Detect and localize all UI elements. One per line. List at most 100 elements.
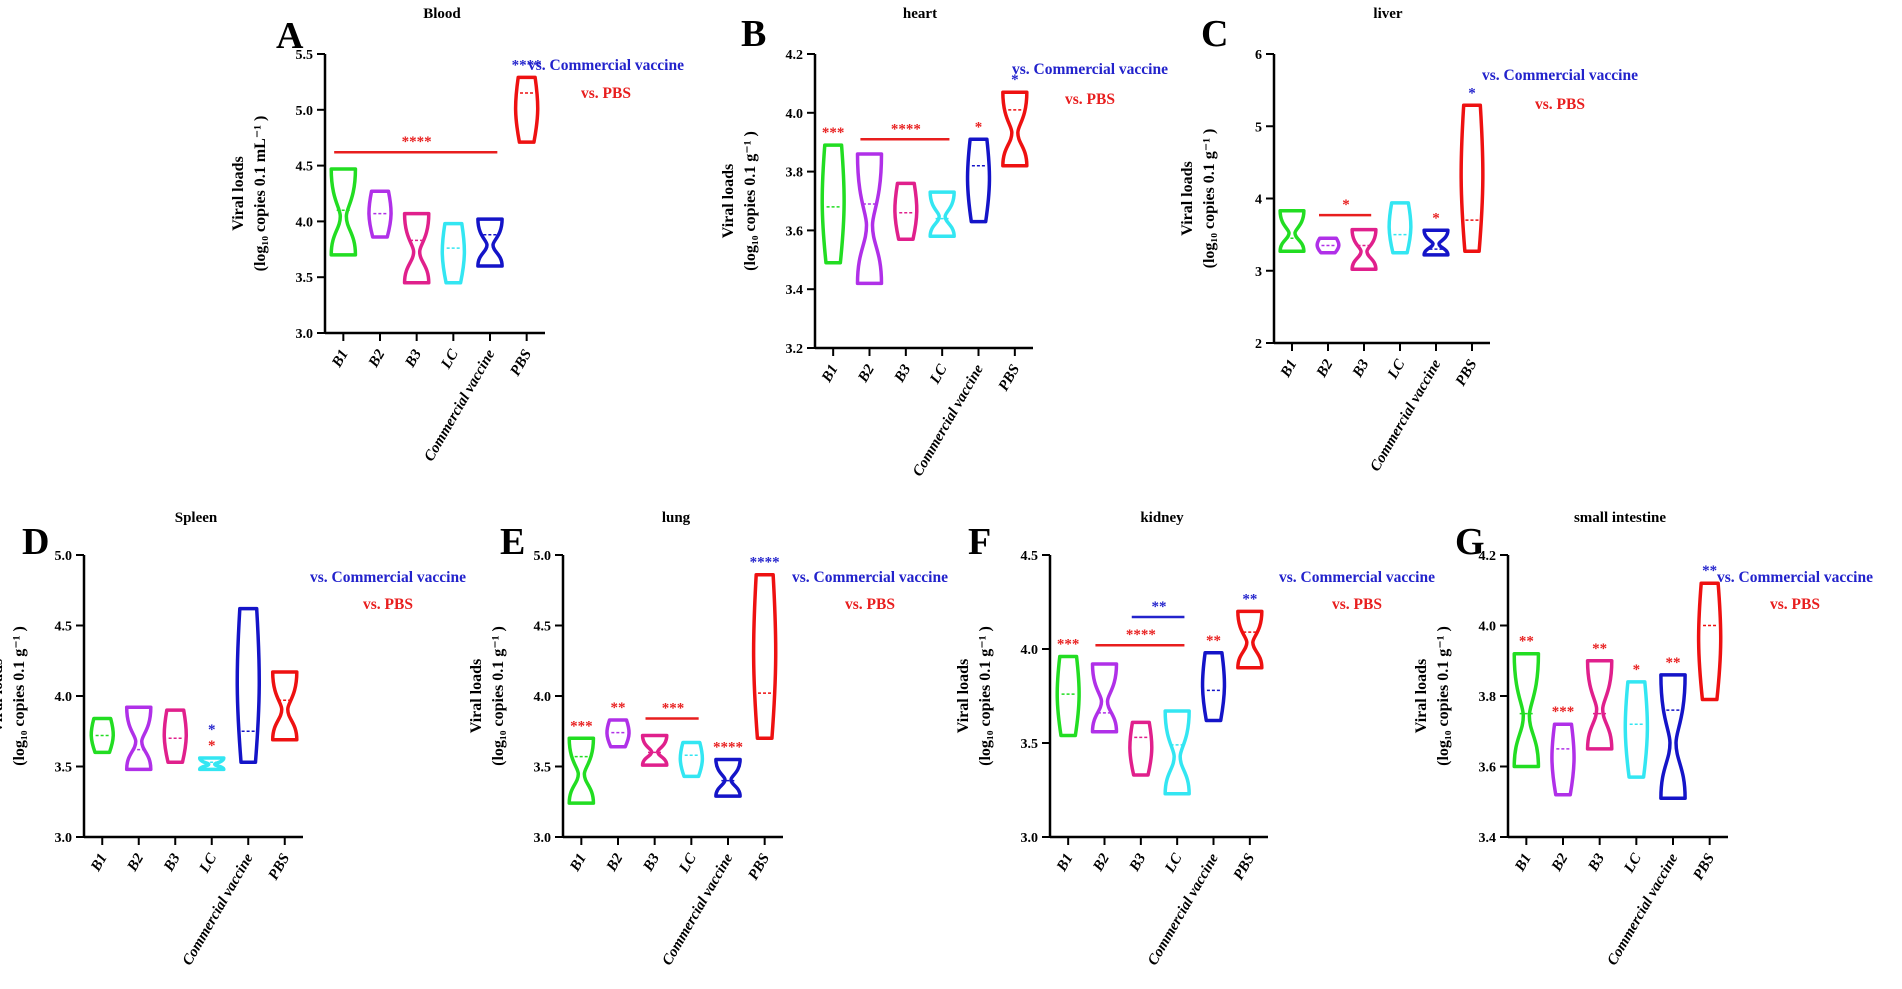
- y-label-line2: (log₁₀ copies 0.1 mL⁻¹ ): [252, 116, 269, 272]
- y-axis-label: Viral loads (log₁₀ copies 0.1 g⁻¹ ): [955, 626, 994, 766]
- x-tick-label: B1: [819, 362, 842, 386]
- y-tick-label: 5: [1255, 120, 1262, 135]
- y-tick-label: 4.5: [55, 620, 73, 635]
- y-tick-label: 3.0: [1021, 831, 1039, 846]
- x-tick-label: PBS: [996, 362, 1024, 394]
- y-tick-label: 3.8: [786, 166, 804, 181]
- significance-stars: *: [1468, 85, 1476, 101]
- violin-pbs: [1001, 90, 1029, 168]
- violin-lc: [440, 221, 467, 285]
- x-tick-label: B2: [1313, 357, 1336, 381]
- significance-stars: *: [1342, 197, 1350, 213]
- violin-lc: [1623, 680, 1650, 779]
- y-tick-label: 3.0: [296, 327, 314, 342]
- panel-title: Spleen: [175, 510, 218, 526]
- significance-stars: ***: [1057, 637, 1080, 653]
- panel-letter: D: [22, 521, 49, 563]
- panel-letter: C: [1201, 13, 1228, 55]
- significance-stars: *: [975, 119, 983, 135]
- y-tick-label: 5.5: [296, 48, 314, 63]
- y-tick-label: 4.0: [786, 107, 804, 122]
- y-tick-label: 3.5: [296, 271, 314, 286]
- violin-commercial-vaccine: [476, 217, 504, 268]
- y-tick-label: 5.0: [534, 549, 552, 564]
- legend-vs-commercial: vs. Commercial vaccine: [310, 569, 466, 586]
- legend-vs-pbs: vs. PBS: [845, 596, 895, 613]
- y-tick-label: 4.5: [1021, 549, 1039, 564]
- violin-pbs: [270, 670, 299, 742]
- y-tick-label: 3.4: [786, 283, 804, 298]
- x-tick-label: LC: [1162, 850, 1186, 876]
- violin-pbs: [1696, 581, 1723, 702]
- x-tick-label: Commercial vaccine: [180, 851, 257, 969]
- y-label-line2: (log₁₀ copies 0.1 g⁻¹ ): [977, 626, 994, 766]
- y-tick-label: 4.2: [786, 48, 804, 63]
- x-tick-label: B3: [640, 851, 663, 875]
- panel-title: small intestine: [1574, 510, 1666, 526]
- x-tick-label: PBS: [746, 851, 774, 883]
- panel-d: D Spleen 3.0 3.5 4.0 4.5 5.0 Viral loads (log₁₀ …: [0, 510, 466, 968]
- panel-title: kidney: [1140, 510, 1184, 526]
- significance-stars: **: [611, 700, 626, 716]
- violin-commercial-vaccine: [714, 757, 742, 798]
- violin-commercial-vaccine: [1422, 228, 1450, 257]
- x-tick-label: B3: [161, 851, 184, 875]
- y-tick-label: 3.0: [55, 831, 73, 846]
- x-tick-label: Commercial vaccine: [421, 347, 498, 465]
- violin-b1: [89, 716, 115, 755]
- significance-stars: **: [1206, 633, 1221, 649]
- y-tick-label: 4.2: [1479, 549, 1497, 564]
- x-tick-label: B1: [567, 851, 590, 875]
- legend-vs-pbs: vs. PBS: [363, 596, 413, 613]
- violin-b2: [605, 718, 631, 749]
- significance-stars: *: [208, 722, 216, 738]
- significance-stars: ****: [512, 57, 542, 73]
- x-tick-label: LC: [438, 346, 462, 372]
- y-label-line1: Viral loads: [468, 659, 485, 734]
- y-tick-label: 3.2: [786, 342, 804, 357]
- violin-b3: [402, 211, 431, 285]
- violin-commercial-vaccine: [1200, 651, 1227, 723]
- significance-stars: *: [208, 738, 216, 754]
- x-tick-label: B3: [1126, 851, 1149, 875]
- violin-b2: [855, 152, 884, 286]
- x-tick-label: B2: [365, 347, 388, 371]
- y-label-line1: Viral loads: [230, 156, 247, 231]
- legend-vs-pbs: vs. PBS: [1332, 596, 1382, 613]
- violin-b3: [640, 733, 669, 767]
- violin-b3: [1585, 659, 1614, 751]
- x-tick-label: Commercial vaccine: [659, 851, 736, 969]
- x-tick-label: B3: [1585, 851, 1608, 875]
- y-axis-label: Viral loads (log₁₀ copies 0.1 mL⁻¹ ): [230, 116, 269, 272]
- y-tick-label: 2: [1255, 337, 1262, 352]
- significance-stars: ****: [1126, 627, 1156, 643]
- violin-lc: [678, 740, 705, 779]
- legend-vs-pbs: vs. PBS: [581, 85, 631, 102]
- violin-b1: [329, 167, 358, 257]
- y-axis-label: Viral loads (log₁₀ copies 0.1 g⁻¹ ): [1413, 626, 1452, 766]
- x-tick-label: PBS: [1453, 357, 1481, 389]
- x-tick-label: PBS: [508, 347, 536, 379]
- y-tick-label: 4: [1255, 193, 1262, 208]
- significance-stars: **: [1152, 599, 1167, 615]
- panel-letter: B: [741, 13, 766, 55]
- violin-b3: [893, 181, 919, 241]
- significance-stars: ***: [1552, 704, 1575, 720]
- y-label-line2: (log₁₀ copies 0.1 g⁻¹ ): [1201, 129, 1218, 269]
- panel-letter: G: [1455, 521, 1485, 563]
- y-tick-label: 4.5: [296, 160, 314, 175]
- y-axis-label: Viral loads (log₁₀ copies 0.1 g⁻¹ ): [468, 626, 507, 766]
- x-tick-label: LC: [1385, 356, 1409, 382]
- x-tick-label: B2: [1090, 851, 1113, 875]
- panel-letter: A: [276, 15, 304, 57]
- legend-vs-commercial: vs. Commercial vaccine: [1279, 569, 1435, 586]
- violin-pbs: [513, 75, 540, 144]
- y-tick-label: 4.5: [534, 620, 552, 635]
- violin-commercial-vaccine: [235, 606, 262, 765]
- violin-b2: [1550, 722, 1576, 797]
- violin-b2: [1315, 236, 1341, 255]
- x-tick-label: B1: [1512, 851, 1535, 875]
